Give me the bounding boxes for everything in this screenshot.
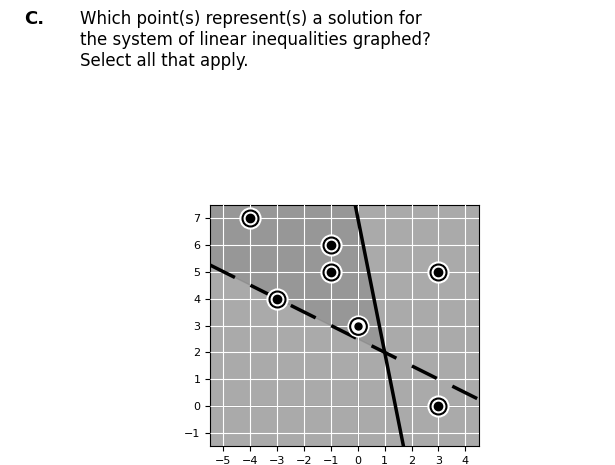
Text: C.: C. <box>25 11 45 28</box>
Text: Which point(s) represent(s) a solution for
the system of linear inequalities gra: Which point(s) represent(s) a solution f… <box>80 11 431 70</box>
Polygon shape <box>210 205 385 352</box>
